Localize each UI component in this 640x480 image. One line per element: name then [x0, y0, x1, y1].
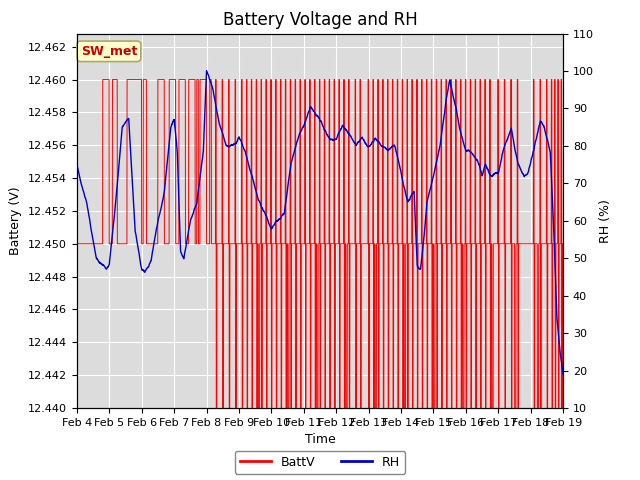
BattV: [498, 241, 506, 247]
BattV: [559, 241, 567, 247]
BattV: [99, 77, 107, 83]
BattV: [281, 241, 289, 247]
Line: RH: RH: [77, 71, 563, 374]
BattV: [157, 77, 165, 83]
X-axis label: Time: Time: [305, 433, 335, 446]
BattV: [212, 405, 220, 411]
RH: [281, 208, 289, 214]
RH: [157, 205, 165, 211]
BattV: [129, 77, 136, 83]
Y-axis label: RH (%): RH (%): [600, 199, 612, 243]
BattV: [73, 241, 81, 247]
BattV: [260, 241, 268, 247]
RH: [497, 156, 505, 162]
RH: [260, 208, 268, 214]
BattV: [550, 241, 558, 247]
Text: SW_met: SW_met: [81, 45, 137, 58]
RH: [129, 180, 136, 185]
RH: [559, 372, 567, 377]
Title: Battery Voltage and RH: Battery Voltage and RH: [223, 11, 417, 29]
Y-axis label: Battery (V): Battery (V): [10, 187, 22, 255]
RH: [73, 162, 81, 168]
RH: [203, 68, 211, 73]
RH: [550, 227, 557, 232]
Line: BattV: BattV: [77, 80, 563, 408]
Legend: BattV, RH: BattV, RH: [235, 451, 405, 474]
